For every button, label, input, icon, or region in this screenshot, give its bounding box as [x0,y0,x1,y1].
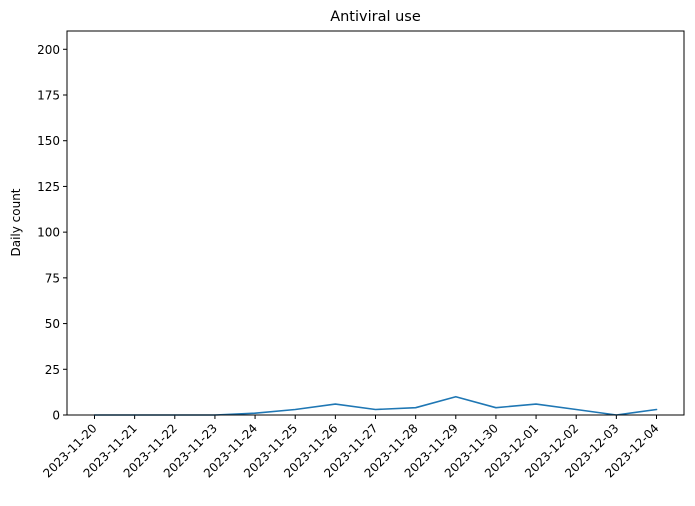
x-axis: 2023-11-202023-11-212023-11-222023-11-23… [40,415,661,480]
y-axis-label: Daily count [9,188,23,256]
series-layer [94,397,656,415]
chart-title: Antiviral use [330,9,421,25]
y-tick-label: 150 [37,134,60,148]
y-tick-label: 75 [45,271,60,285]
y-tick-label: 125 [37,180,60,194]
series-line [95,397,657,415]
y-tick-label: 25 [45,363,60,377]
plot-frame [67,31,684,415]
y-tick-label: 0 [52,409,60,423]
y-tick-label: 100 [37,226,60,240]
y-tick-label: 175 [37,89,60,103]
y-tick-label: 50 [45,317,60,331]
y-axis: 0 25 50 75 100 125 150 175 200 [37,43,67,423]
y-tick-label: 200 [37,43,60,57]
